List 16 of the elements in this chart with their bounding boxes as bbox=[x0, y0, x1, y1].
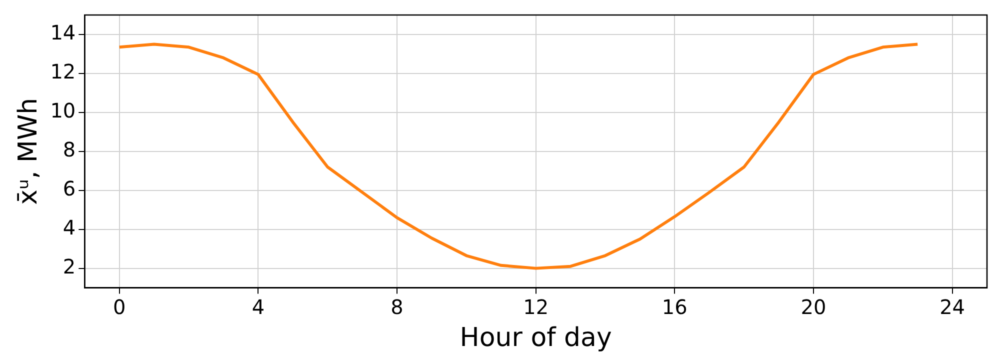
x-tick-label: 12 bbox=[523, 295, 549, 320]
x-tick-label: 4 bbox=[252, 295, 265, 320]
y-tick-label: 8 bbox=[62, 138, 76, 162]
x-axis-title: Hour of day bbox=[460, 323, 612, 354]
y-axis-title: x̄ᵘ, MWh bbox=[13, 98, 44, 205]
x-tick-label: 24 bbox=[940, 295, 966, 320]
x-tick-label: 20 bbox=[800, 295, 826, 320]
x-tick-label: 16 bbox=[662, 295, 688, 320]
x-tick-label: 0 bbox=[112, 295, 126, 320]
y-tick-label: 14 bbox=[50, 20, 76, 45]
y-tick-label: 6 bbox=[62, 176, 76, 201]
y-tick-label: 10 bbox=[50, 98, 76, 123]
y-tick-label: 12 bbox=[50, 60, 76, 84]
y-tick-label: 2 bbox=[62, 254, 76, 279]
x-tick-label: 8 bbox=[390, 295, 404, 320]
y-tick-label: 4 bbox=[62, 216, 76, 240]
